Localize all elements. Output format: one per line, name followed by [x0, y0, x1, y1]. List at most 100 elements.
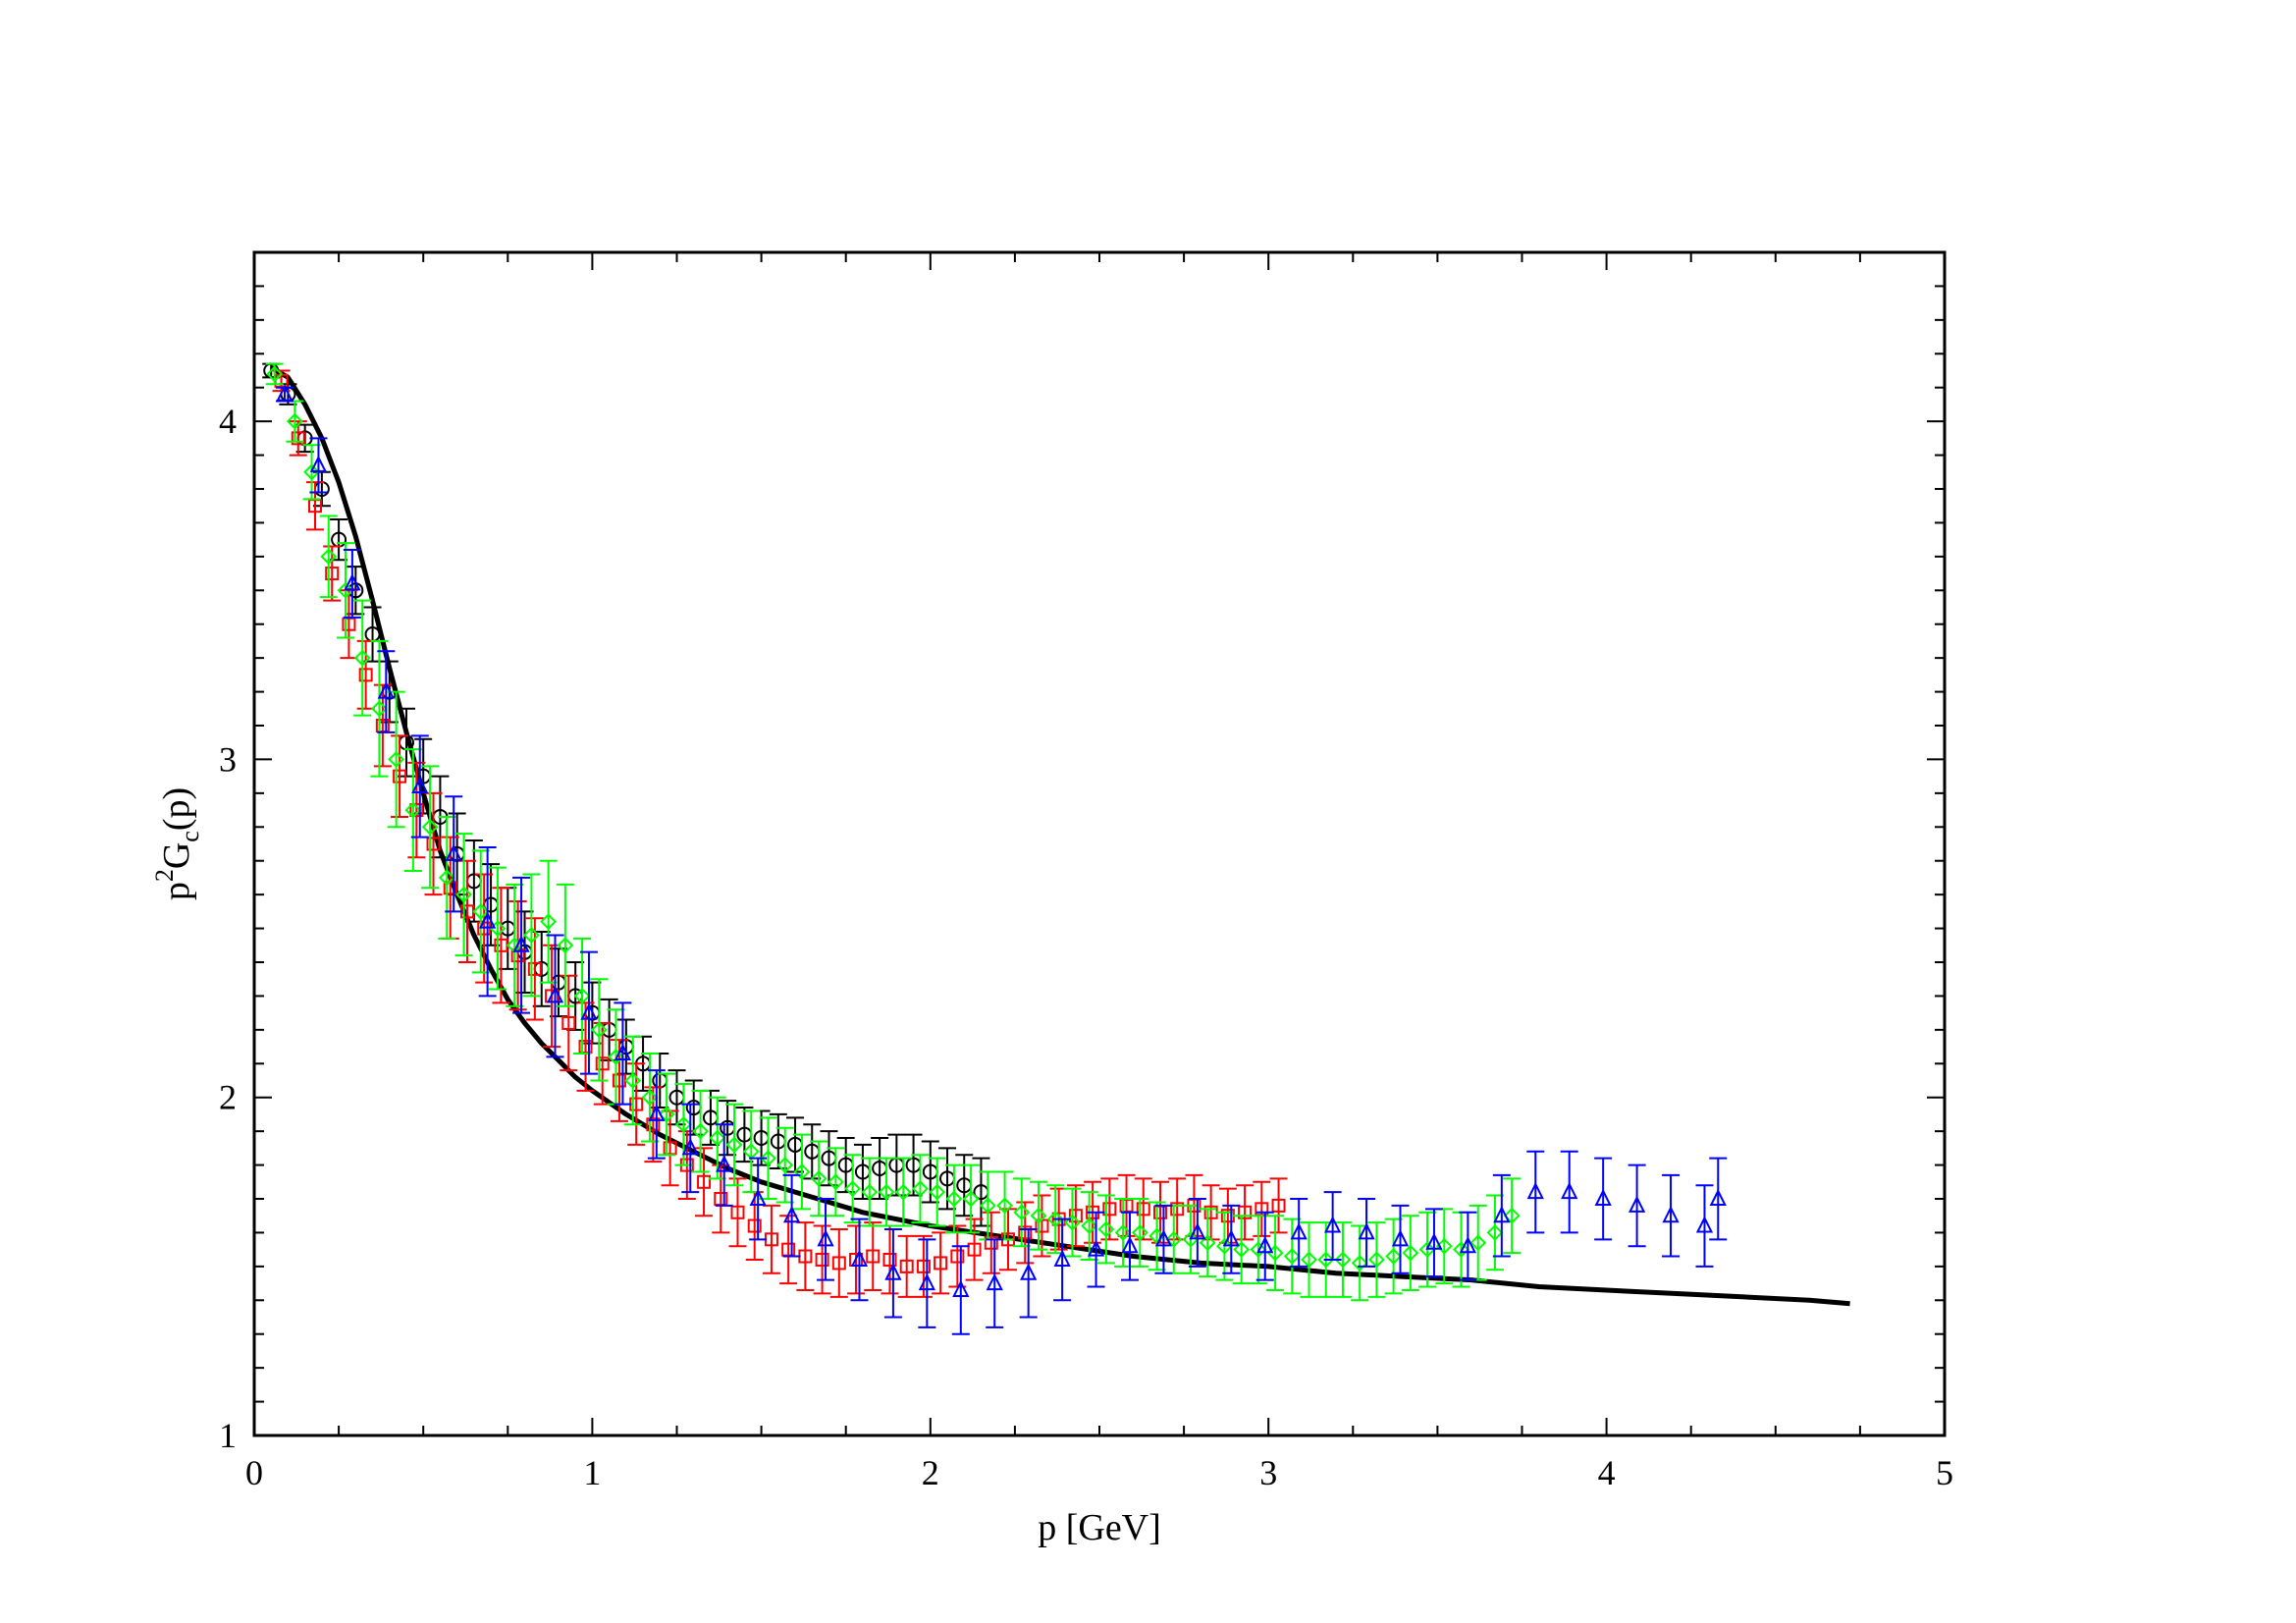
data-point-diamond [438, 869, 455, 887]
data-point-diamond [1199, 1234, 1216, 1252]
data-point-square [866, 1249, 881, 1264]
data-point-square [916, 1259, 931, 1273]
data-point-square [527, 961, 542, 976]
data-point-diamond [421, 818, 439, 836]
data-point-diamond [760, 1150, 776, 1167]
data-point-diamond [1283, 1248, 1301, 1265]
data-point-diamond [1165, 1230, 1183, 1248]
plot-frame [252, 250, 1947, 1437]
data-point-diamond [472, 902, 490, 920]
data-point-diamond [1453, 1241, 1469, 1259]
data-point-diamond [624, 1072, 642, 1089]
data-point-square [1271, 1198, 1286, 1213]
x-tick-label: 5 [1936, 1453, 1953, 1492]
data-point-triangle [1189, 1222, 1206, 1240]
data-point-triangle [884, 1263, 902, 1280]
data-point-diamond [1317, 1251, 1335, 1269]
data-point-triangle [918, 1272, 935, 1291]
data-point-diamond [1064, 1214, 1081, 1231]
data-point-triangle [1561, 1181, 1578, 1200]
data-point-square [1068, 1209, 1083, 1223]
data-point-triangle [1324, 1216, 1342, 1233]
data-point-triangle [986, 1272, 1003, 1291]
data-point-triangle [1425, 1232, 1443, 1250]
data-point-triangle [648, 1104, 666, 1121]
data-point-diamond [962, 1190, 980, 1208]
data-point-diamond [658, 1106, 675, 1123]
data-point-triangle [1526, 1181, 1544, 1200]
y-axis-title-mid: G [156, 842, 197, 869]
data-point-diamond [1469, 1234, 1487, 1252]
data-point-diamond [674, 1115, 692, 1133]
data-point-diamond [1486, 1224, 1504, 1241]
data-point-square [697, 1174, 712, 1189]
data-point-square [426, 837, 441, 851]
data-point-diamond [1013, 1204, 1031, 1221]
data-point-square [393, 769, 407, 784]
data-point-diamond [776, 1157, 794, 1173]
data-point-square [815, 1252, 829, 1267]
data-point-triangle [479, 911, 497, 929]
data-point-diamond [1030, 1207, 1047, 1224]
data-point-triangle [377, 681, 395, 699]
data-point-triangle [749, 1188, 767, 1206]
data-point-diamond [590, 1021, 608, 1039]
data-point-diamond [573, 988, 591, 1004]
data-point-square [1136, 1202, 1150, 1217]
data-point-diamond [1334, 1251, 1352, 1269]
x-tick-label: 1 [583, 1453, 601, 1492]
series-square [272, 369, 1288, 1298]
data-point-triangle [1695, 1216, 1714, 1233]
data-point-square [967, 1242, 982, 1257]
data-point-diamond [1385, 1248, 1403, 1265]
data-point-diamond [1402, 1244, 1419, 1262]
data-point-square [899, 1259, 914, 1273]
data-point-diamond [996, 1197, 1013, 1215]
data-point-diamond [861, 1183, 879, 1201]
data-point-diamond [979, 1197, 996, 1215]
y-axis-title-sup: 2 [150, 869, 179, 882]
data-point-triangle [1662, 1205, 1680, 1223]
data-point-diamond [371, 700, 388, 718]
data-point-square [934, 1256, 948, 1271]
data-point-triangle [512, 935, 530, 952]
y-tick-label: 1 [219, 1416, 237, 1455]
data-point-square [831, 1256, 846, 1271]
data-point-diamond [1081, 1217, 1098, 1234]
y-tick-label: 2 [219, 1078, 237, 1117]
y-axis-title-base: p [156, 882, 197, 900]
data-point-triangle [309, 455, 328, 472]
x-tick-label: 0 [245, 1453, 263, 1492]
data-point-triangle [1121, 1235, 1139, 1254]
data-point-triangle [1290, 1222, 1308, 1240]
data-point-triangle [681, 1138, 699, 1156]
data-point-diamond [1367, 1251, 1385, 1269]
data-point-diamond [945, 1190, 963, 1208]
data-point-triangle [1087, 1239, 1105, 1257]
data-point-diamond [388, 751, 405, 768]
data-point-diamond [894, 1183, 912, 1201]
data-point-triangle [716, 1155, 733, 1172]
data-point-diamond [608, 1048, 624, 1065]
series-triangle [275, 384, 1728, 1335]
data-point-diamond [522, 927, 540, 944]
data-point-diamond [1216, 1237, 1233, 1255]
data-point-square [882, 1252, 897, 1267]
data-point-diamond [353, 649, 371, 667]
data-point-square [595, 1056, 610, 1071]
data-point-square [358, 668, 373, 682]
x-axis-title: p [GeV] [1038, 1507, 1161, 1548]
data-point-diamond [1301, 1251, 1317, 1269]
data-point-triangle [1053, 1249, 1071, 1267]
data-point-square [950, 1249, 965, 1264]
data-point-square [730, 1205, 745, 1219]
series-circle [262, 362, 990, 1227]
x-tick-label: 4 [1598, 1453, 1616, 1492]
data-point-diamond [1503, 1207, 1521, 1224]
data-point-diamond [557, 937, 574, 954]
data-point-triangle [1222, 1229, 1240, 1247]
data-point-diamond [1351, 1255, 1368, 1271]
data-point-diamond [1114, 1224, 1132, 1241]
data-point-triangle [546, 986, 564, 1003]
